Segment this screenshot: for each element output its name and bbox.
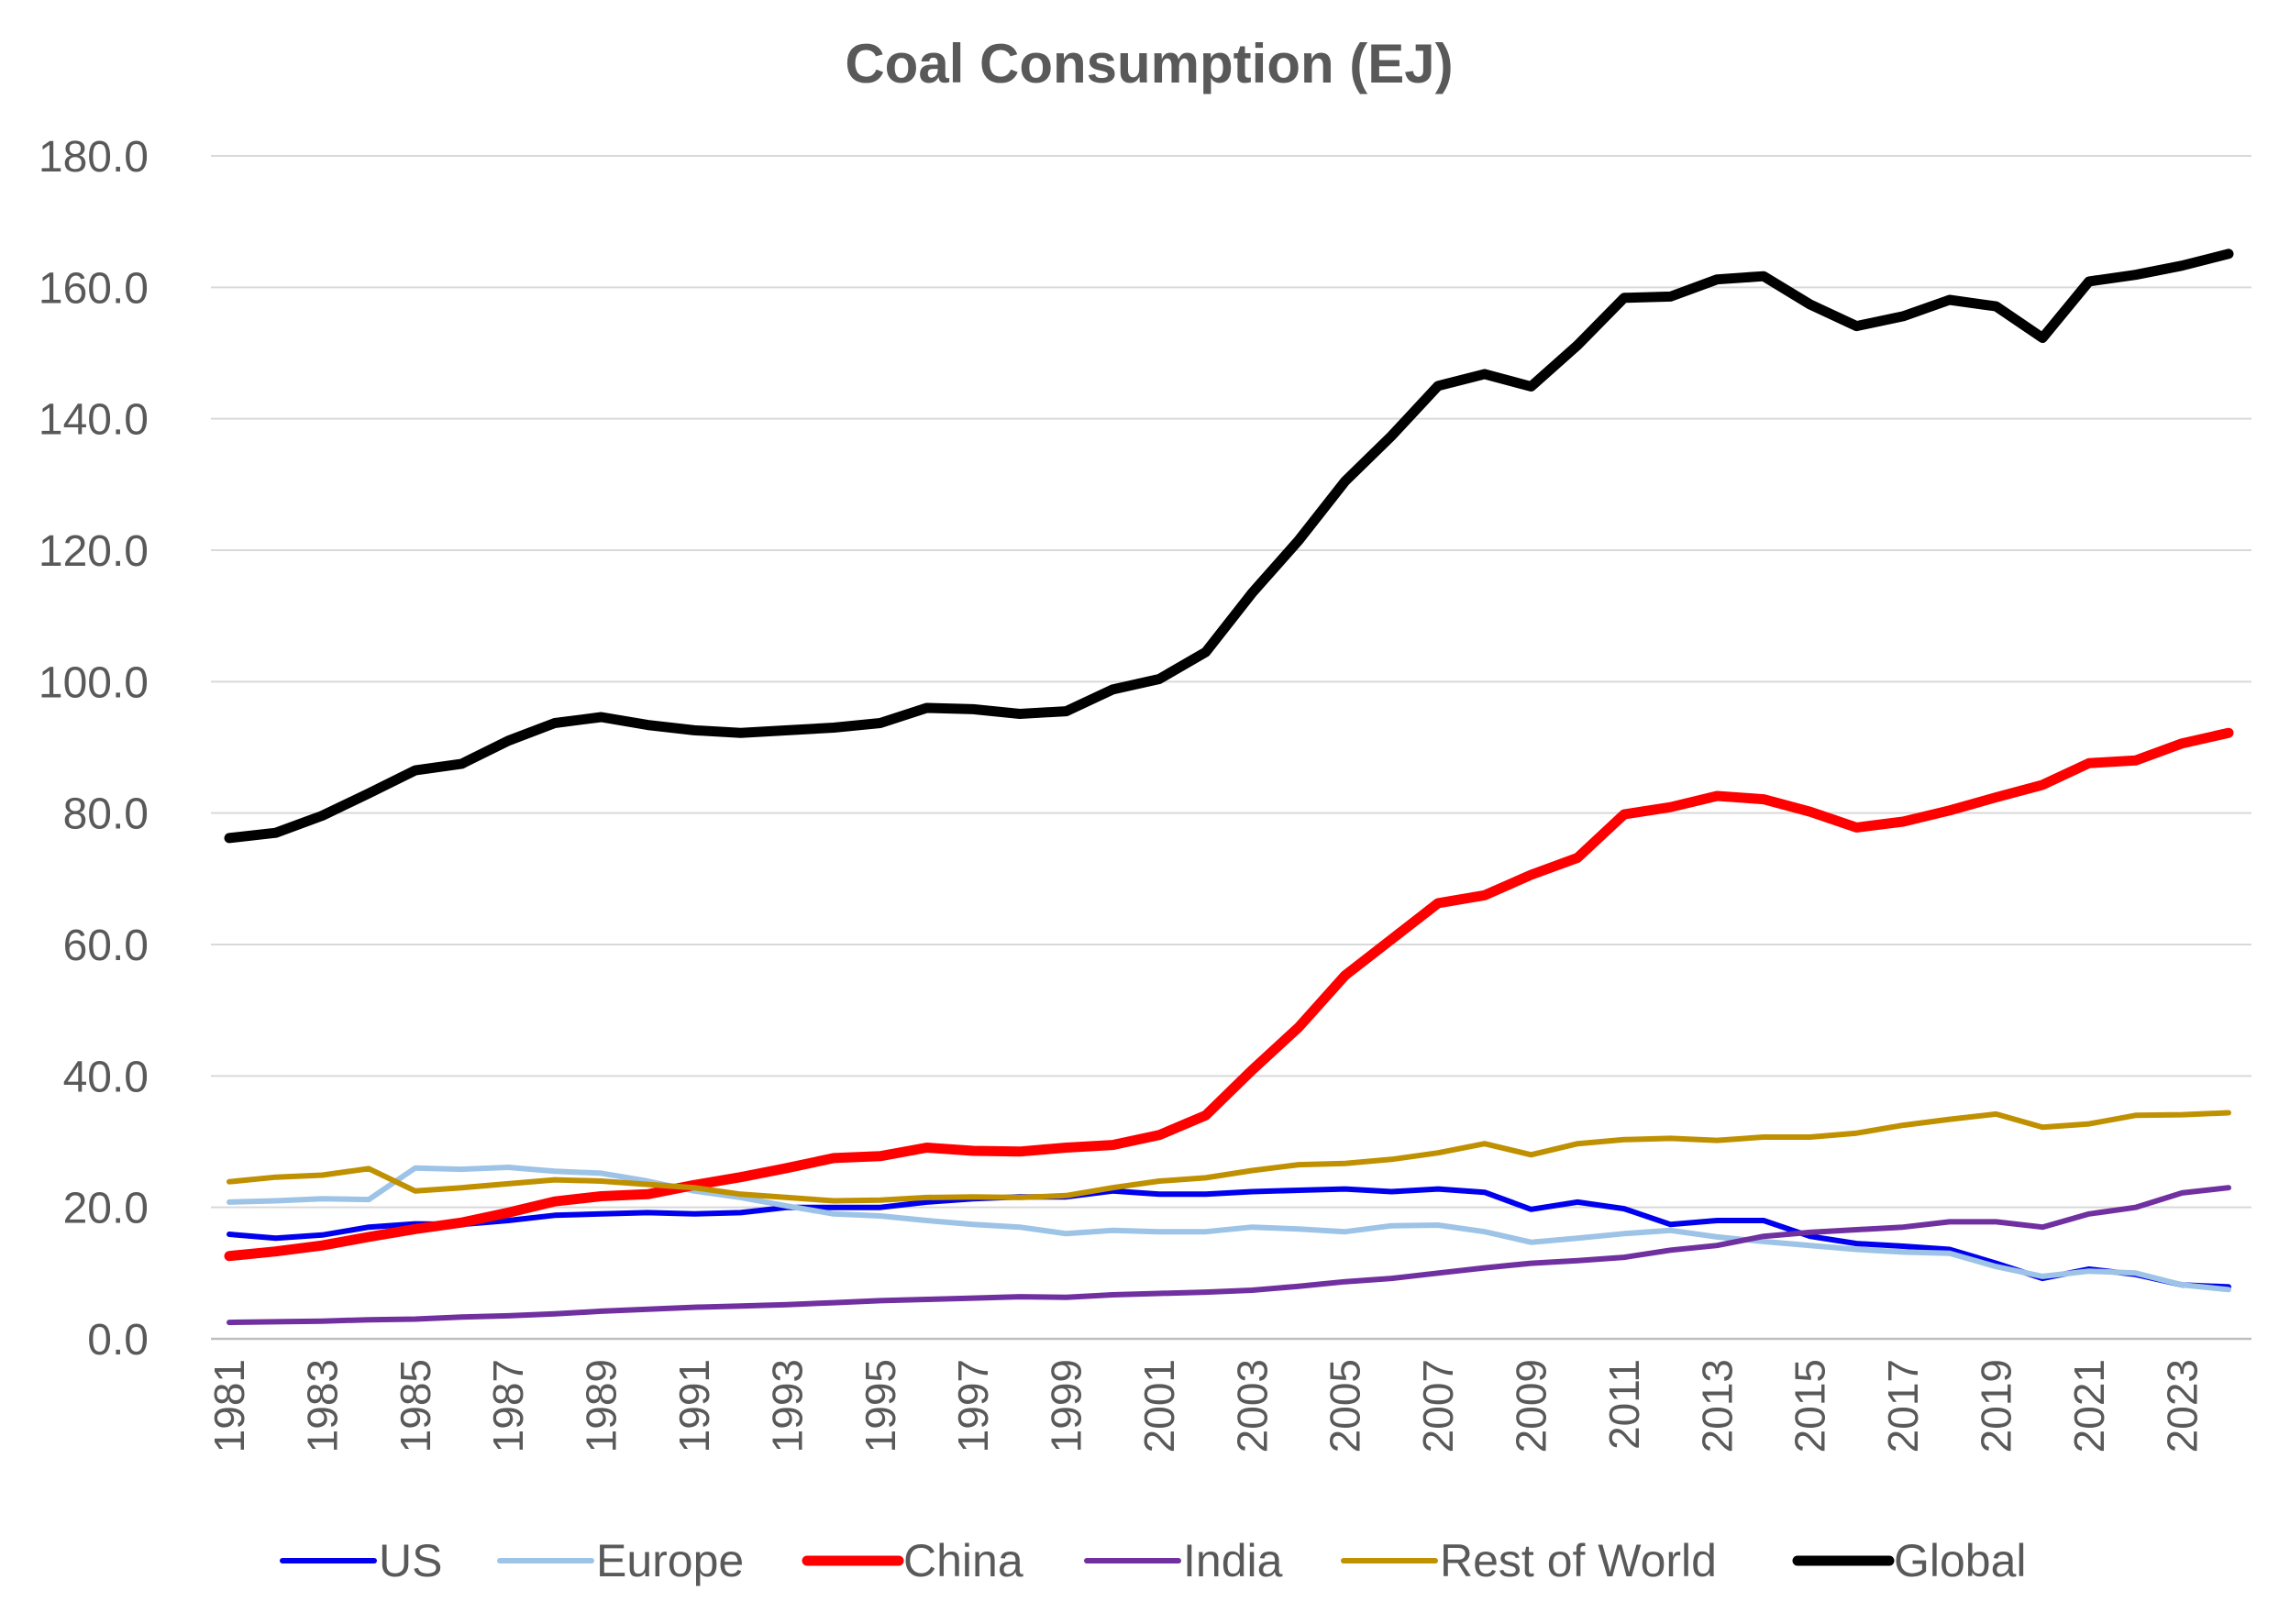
x-tick-label: 2005 — [1322, 1359, 1369, 1453]
y-axis-ticks: 0.0 20.0 40.0 60.0 80.0 100.0 120.0 140.0 160.0 1… — [39, 133, 149, 1364]
x-tick-label: 2023 — [2158, 1359, 2206, 1453]
x-tick-label: 1981 — [205, 1359, 253, 1453]
y-tick-label: 120.0 — [39, 527, 149, 576]
legend: US Europe China India Rest of World Global — [280, 1535, 2027, 1586]
y-tick-label: 100.0 — [39, 658, 149, 707]
x-tick-label: 1995 — [857, 1359, 904, 1453]
y-tick-label: 180.0 — [39, 133, 149, 182]
series-line-europe — [227, 1165, 2231, 1293]
series-line-us — [227, 1186, 2231, 1290]
y-tick-label: 40.0 — [63, 1053, 149, 1101]
x-tick-label: 2017 — [1879, 1359, 1927, 1453]
x-tick-label: 1997 — [949, 1359, 997, 1453]
x-tick-label: 1999 — [1043, 1359, 1090, 1453]
gridlines — [211, 155, 2251, 1341]
x-tick-label: 2009 — [1508, 1359, 1555, 1453]
x-tick-label: 2007 — [1414, 1359, 1462, 1453]
y-tick-label: 140.0 — [39, 396, 149, 445]
x-tick-label: 2019 — [1973, 1359, 2020, 1453]
legend-label-us: US — [379, 1535, 442, 1586]
x-tick-label: 1983 — [298, 1359, 346, 1453]
x-tick-label: 1991 — [670, 1359, 718, 1453]
legend-label-europe: Europe — [596, 1535, 744, 1586]
x-tick-label: 2013 — [1693, 1359, 1741, 1453]
legend-label-china: China — [903, 1535, 1023, 1586]
y-tick-label: 160.0 — [39, 264, 149, 313]
x-tick-label: 2015 — [1787, 1359, 1834, 1453]
legend-label-india: India — [1183, 1535, 1283, 1586]
x-tick-label: 1987 — [484, 1359, 532, 1453]
chart-title: Coal Consumption (EJ) — [845, 33, 1453, 94]
y-tick-label: 0.0 — [87, 1316, 149, 1364]
legend-label-rest-of-world: Rest of World — [1440, 1535, 1717, 1586]
series-lines — [224, 249, 2234, 1326]
x-axis-ticks: 1981 1983 1985 1987 1989 1991 1993 1995 1997 1999… — [205, 1359, 2206, 1453]
series-line-global — [224, 249, 2234, 844]
x-tick-label: 1989 — [578, 1359, 625, 1453]
x-tick-label: 2011 — [1600, 1359, 1648, 1450]
legend-label-global: Global — [1894, 1535, 2027, 1586]
y-tick-label: 60.0 — [63, 922, 149, 970]
x-tick-label: 1985 — [392, 1359, 439, 1453]
series-line-rest-of-world — [227, 1110, 2231, 1204]
series-line-india — [227, 1185, 2231, 1326]
x-tick-label: 1993 — [763, 1359, 811, 1453]
y-tick-label: 80.0 — [63, 790, 149, 839]
x-tick-label: 2021 — [2065, 1359, 2113, 1453]
y-tick-label: 20.0 — [63, 1185, 149, 1233]
x-tick-label: 2001 — [1135, 1359, 1183, 1453]
x-tick-label: 2003 — [1228, 1359, 1276, 1453]
series-line-china — [224, 727, 2234, 1262]
